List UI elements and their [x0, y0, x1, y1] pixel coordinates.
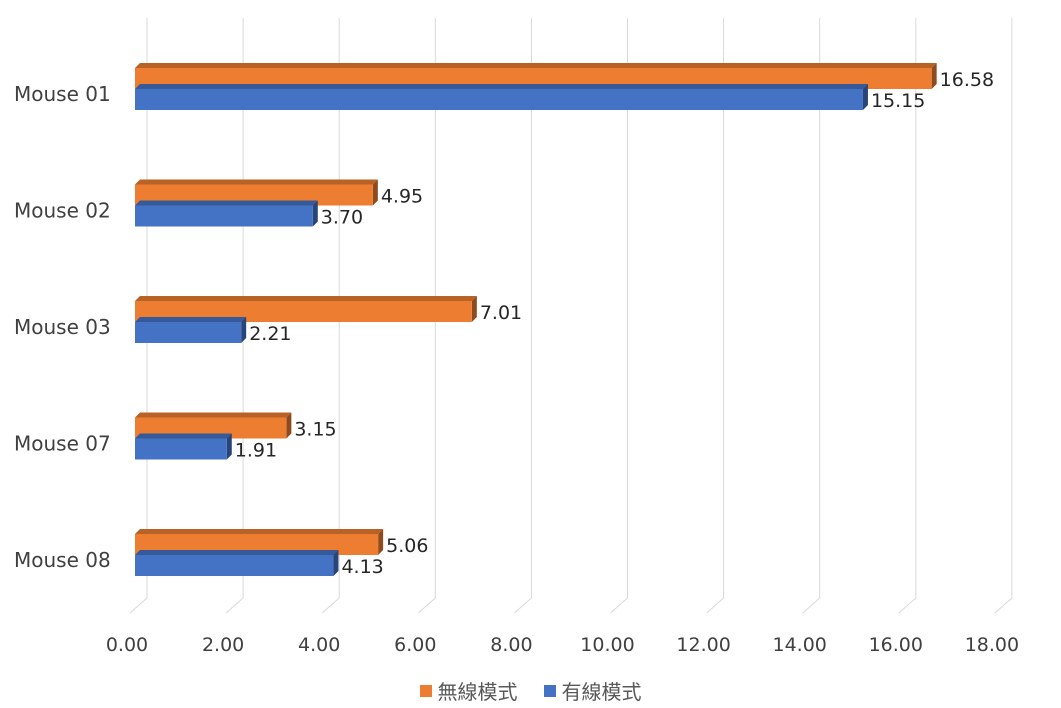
floor-gridline: [802, 597, 821, 614]
data-label: 15.15: [871, 90, 925, 112]
x-tick-label: 0.00: [106, 634, 148, 656]
bar-side-face: [372, 179, 378, 206]
data-label: 3.15: [294, 419, 336, 441]
labels: 0.00 2.00 4.00 6.00 8.00 10.00 12.00 14.00 16.00…: [14, 69, 1019, 656]
bar-top-face: [135, 412, 292, 418]
legend-swatch-wireless: [419, 684, 432, 697]
data-label: 4.13: [341, 556, 383, 578]
floor-gridline: [514, 597, 532, 614]
floor-gridline: [706, 597, 724, 614]
bar: [135, 555, 334, 576]
data-label: 4.95: [381, 186, 423, 208]
x-tick-label: 2.00: [202, 634, 244, 656]
bar-side-face: [333, 550, 339, 576]
bar-top-face: [135, 317, 247, 322]
category-label: Mouse 01: [14, 82, 111, 106]
x-tick-label: 8.00: [490, 634, 532, 656]
x-tick-label: 12.00: [676, 634, 730, 656]
data-label: 2.21: [249, 323, 291, 345]
floor-gridline: [321, 597, 340, 614]
bar: [135, 184, 373, 206]
x-tick-label: 4.00: [298, 634, 340, 656]
bar-side-face: [471, 296, 477, 322]
bar-side-face: [862, 84, 868, 110]
category-label: Mouse 02: [14, 199, 111, 223]
legend-item-wired: 有線模式: [543, 676, 642, 705]
bar: [135, 417, 287, 439]
bar: [135, 534, 379, 555]
floor-gridline: [129, 597, 148, 614]
legend-swatch-wired: [543, 684, 556, 697]
bar-side-face: [241, 317, 247, 343]
legend-label-wireless: 無線模式: [437, 680, 518, 704]
legend-item-wireless: 無線模式: [419, 676, 518, 705]
legend-label-wired: 有線模式: [561, 680, 642, 704]
bar-side-face: [286, 412, 292, 439]
bar-top-face: [135, 433, 232, 439]
x-tick-label: 18.00: [965, 634, 1019, 656]
bar-top-face: [135, 550, 339, 555]
bar: [135, 301, 472, 322]
data-label: 16.58: [940, 69, 994, 91]
bar-top-face: [135, 296, 477, 301]
bar-top-face: [135, 179, 378, 185]
bar: [135, 205, 313, 227]
floor-gridline: [898, 597, 917, 614]
floor-gridline: [994, 597, 1013, 614]
bar-side-face: [931, 63, 937, 89]
bar-top-face: [135, 84, 868, 89]
bar: [135, 438, 227, 460]
floor-gridline: [610, 597, 628, 614]
x-tick-label: 16.00: [869, 634, 923, 656]
category-label: Mouse 03: [14, 315, 111, 339]
data-label: 3.70: [321, 207, 363, 229]
bar-side-face: [378, 529, 384, 555]
data-label: 5.06: [386, 535, 428, 557]
bar: [135, 68, 932, 89]
floor-gridline: [417, 597, 436, 614]
bars: [135, 63, 937, 576]
bar-top-face: [135, 63, 937, 68]
x-tick-label: 6.00: [394, 634, 436, 656]
category-label: Mouse 07: [14, 432, 111, 456]
legend: 無線模式 有線模式: [0, 676, 1061, 705]
x-tick-label: 10.00: [580, 634, 634, 656]
bar: [135, 322, 242, 343]
x-tick-label: 14.00: [772, 634, 826, 656]
data-label: 1.91: [235, 440, 277, 462]
bar-side-face: [226, 433, 232, 460]
data-label: 7.01: [480, 302, 522, 324]
category-label: Mouse 08: [14, 548, 111, 572]
bar: [135, 89, 863, 110]
bar-top-face: [135, 200, 318, 206]
bar-top-face: [135, 529, 384, 534]
bar-side-face: [312, 200, 318, 227]
floor-gridline: [225, 597, 244, 614]
